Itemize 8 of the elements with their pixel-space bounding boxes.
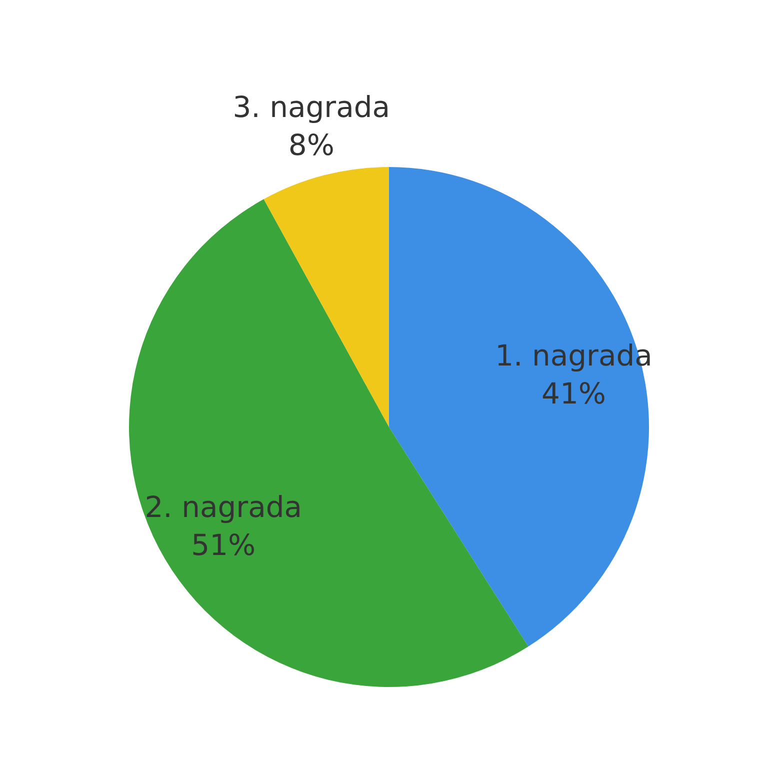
slice-label: 2. nagrada xyxy=(144,490,302,524)
data-label: 41% xyxy=(542,376,606,410)
slice-label: 3. nagrada xyxy=(232,90,390,124)
pie-slice xyxy=(264,167,389,427)
pie-slice xyxy=(389,167,649,647)
data-label: 51% xyxy=(191,528,256,562)
data-label: 8% xyxy=(288,128,334,162)
pie-slice xyxy=(129,199,528,687)
